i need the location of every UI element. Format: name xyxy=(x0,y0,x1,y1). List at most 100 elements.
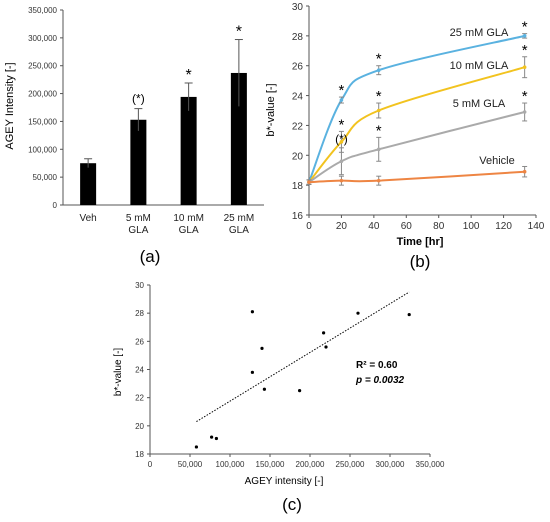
panel-c-trendline xyxy=(196,291,410,423)
panel-c-data-point xyxy=(298,389,302,393)
panel-c-x-tick-label: 50,000 xyxy=(178,460,203,469)
panel-b-y-tick-label: 24 xyxy=(292,92,304,103)
panel-b-series-label: 5 mM GLA xyxy=(453,98,506,110)
panel-c-label: (c) xyxy=(282,495,302,514)
panel-b-x-tick-label: 120 xyxy=(495,221,512,232)
panel-b-y-tick-label: 22 xyxy=(292,121,304,132)
panel-a-category-label: 5 mM xyxy=(126,213,151,224)
panel-b-y-axis-label: b*-value [-] xyxy=(265,83,277,136)
panel-b-data-point xyxy=(376,178,381,183)
panel-a-category-label: GLA xyxy=(179,225,199,236)
panel-b-y-tick-label: 16 xyxy=(292,211,304,222)
panel-a-y-tick-label: 100,000 xyxy=(28,145,57,154)
panel-b-data-point xyxy=(522,65,527,70)
panel-b-series-line xyxy=(308,170,525,184)
panel-b-x-tick-label: 100 xyxy=(463,221,480,232)
panel-b-x-tick-label: 60 xyxy=(401,221,413,232)
panel-a-y-tick-label: 50,000 xyxy=(33,173,58,182)
panel-c-y-tick-label: 22 xyxy=(135,394,144,403)
panel-a-significance-marker: * xyxy=(236,24,242,41)
panel-a-bar xyxy=(130,119,147,205)
panel-b-data-point xyxy=(522,34,527,38)
panel-b-data-point xyxy=(522,169,527,174)
panel-b-data-point xyxy=(376,68,381,72)
panel-c-data-point xyxy=(356,311,360,315)
panel-b-y-tick-label: 28 xyxy=(292,32,304,43)
panel-b-significance-marker: * xyxy=(522,19,528,36)
panel-b-data-point xyxy=(339,140,344,144)
panel-c-p-value: p = 0.0032 xyxy=(355,375,405,386)
panel-b-series-line xyxy=(308,66,525,183)
panel-c-data-point xyxy=(262,387,266,391)
panel-b-y-tick-label: 26 xyxy=(292,62,304,73)
panel-b-x-tick-label: 80 xyxy=(433,221,445,232)
panel-b-y-tick-label: 18 xyxy=(292,181,304,192)
panel-b-series-label: 25 mM GLA xyxy=(450,27,509,39)
panel-a-significance-marker: * xyxy=(186,67,192,84)
panel-b-data-point xyxy=(339,178,344,183)
panel-c-x-tick-label: 250,000 xyxy=(336,460,365,469)
panel-a-category-label: GLA xyxy=(229,225,249,236)
panel-c-y-axis-label: b*-value [-] xyxy=(113,348,124,397)
panel-b-x-tick-label: 20 xyxy=(336,221,348,232)
panel-b-significance-marker: (*) xyxy=(335,132,348,146)
panel-b-significance-marker: * xyxy=(376,88,382,105)
panel-b-significance-marker: * xyxy=(339,82,345,99)
panel-a-y-tick-label: 0 xyxy=(53,201,58,210)
panel-b-y-tick-label: 30 xyxy=(292,2,304,13)
panel-c-r-squared: R² = 0.60 xyxy=(356,360,398,371)
panel-b-x-axis-label: Time [hr] xyxy=(397,236,444,248)
panel-a-significance-marker: (*) xyxy=(132,92,145,106)
panel-c-y-tick-label: 26 xyxy=(135,337,144,346)
panel-b-line-chart: b*-value [-] Time [hr] (b) 16 18 20 22 24 26 2… xyxy=(265,2,545,271)
panel-a-y-tick-label: 250,000 xyxy=(28,62,57,71)
panel-c-x-tick-label: 200,000 xyxy=(296,460,325,469)
panel-b-data-point xyxy=(376,108,381,113)
panel-b-significance-marker: * xyxy=(376,122,382,139)
panel-a-y-tick-label: 150,000 xyxy=(28,117,57,126)
panel-c-y-tick-label: 18 xyxy=(135,450,144,459)
panel-a-y-axis-label: AGEY Intensity [-] xyxy=(4,62,16,149)
panel-c-data-point xyxy=(322,331,326,335)
panel-b-data-point xyxy=(339,159,344,164)
panel-c-data-point xyxy=(407,312,411,317)
panel-b-series-label: 10 mM GLA xyxy=(450,60,509,72)
panel-a-y-tick-label: 350,000 xyxy=(28,6,57,15)
panel-a-category-label: Veh xyxy=(80,213,97,224)
panel-b-data-point xyxy=(339,98,344,102)
panel-a-y-tick-label: 300,000 xyxy=(28,34,57,43)
panel-b-data-point xyxy=(376,147,381,152)
panel-c-data-point xyxy=(194,445,198,449)
panel-b-data-point xyxy=(522,110,527,114)
panel-b-series-line xyxy=(308,34,525,183)
panel-c-x-tick-label: 0 xyxy=(148,460,153,469)
panel-a-category-label: 25 mM xyxy=(224,213,255,224)
panel-b-series-label: Vehicle xyxy=(479,155,514,167)
panel-c-y-tick-label: 28 xyxy=(135,309,144,318)
panel-c-y-tick-label: 30 xyxy=(135,281,144,290)
panel-a-bar xyxy=(230,72,247,205)
panel-b-data-point xyxy=(307,180,311,184)
panel-b-x-tick-label: 0 xyxy=(306,221,312,232)
panel-c-scatter-chart: b*-value [-] AGEY intensity [-] R² = 0.6… xyxy=(113,281,445,514)
panel-b-significance-marker: * xyxy=(522,88,528,105)
panel-c-data-point xyxy=(210,435,214,439)
panel-b-label: (b) xyxy=(410,252,431,271)
panel-a-category-label: GLA xyxy=(128,225,148,236)
panel-b-x-tick-label: 40 xyxy=(368,221,380,232)
panel-b-significance-marker: * xyxy=(376,51,382,68)
panel-c-y-tick-label: 24 xyxy=(135,366,144,375)
panel-c-data-point xyxy=(250,310,254,314)
panel-c-data-point xyxy=(324,345,328,349)
panel-c-x-tick-label: 100,000 xyxy=(216,460,245,469)
panel-a-y-tick-label: 200,000 xyxy=(28,90,57,99)
panel-b-series-line xyxy=(308,111,525,183)
panel-c-x-tick-label: 350,000 xyxy=(416,460,445,469)
panel-c-y-tick-label: 20 xyxy=(135,422,144,431)
panel-c-x-tick-label: 300,000 xyxy=(376,460,405,469)
panel-a-bar-chart: AGEY Intensity [-] (a) 0 50,000 100,000 150… xyxy=(4,6,264,266)
panel-c-data-point xyxy=(260,346,264,350)
panel-b-x-tick-label: 140 xyxy=(528,221,545,232)
